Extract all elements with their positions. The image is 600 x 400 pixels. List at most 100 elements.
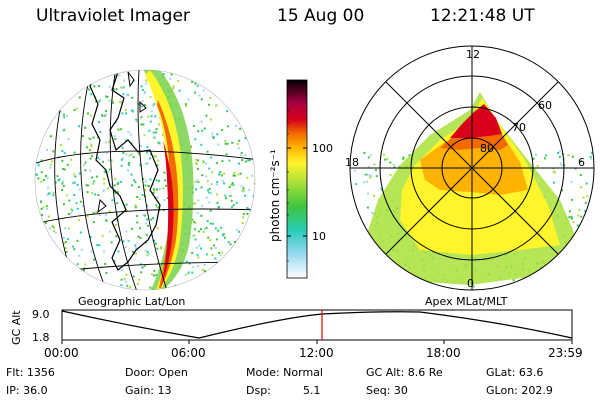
- noise-pixel: [91, 176, 94, 179]
- noise-pixel: [373, 163, 376, 166]
- noise-pixel: [242, 216, 245, 219]
- noise-pixel: [200, 186, 203, 189]
- info-gcalt: GC Alt: 8.6 Re: [366, 366, 443, 379]
- noise-pixel: [198, 244, 201, 247]
- noise-pixel: [242, 190, 245, 193]
- instrument-title: Ultraviolet Imager: [36, 6, 190, 26]
- noise-pixel: [232, 184, 235, 186]
- noise-pixel: [108, 99, 111, 102]
- noise-pixel: [208, 187, 211, 190]
- noise-pixel: [84, 263, 87, 266]
- noise-pixel: [367, 165, 370, 168]
- noise-pixel: [225, 197, 227, 200]
- noise-pixel: [93, 258, 95, 261]
- noise-pixel: [154, 115, 157, 118]
- noise-pixel: [78, 125, 80, 128]
- noise-pixel: [64, 227, 66, 230]
- noise-pixel: [584, 210, 587, 213]
- noise-pixel: [244, 154, 247, 157]
- noise-pixel: [122, 157, 124, 160]
- noise-pixel: [154, 242, 157, 245]
- noise-pixel: [90, 250, 93, 253]
- noise-pixel: [220, 251, 223, 254]
- noise-pixel: [373, 194, 375, 197]
- noise-pixel: [153, 269, 156, 272]
- noise-pixel: [244, 160, 247, 163]
- noise-pixel: [80, 248, 83, 251]
- noise-pixel: [104, 262, 107, 265]
- noise-pixel: [74, 175, 77, 178]
- noise-pixel: [238, 162, 240, 165]
- noise-pixel: [213, 244, 216, 247]
- noise-pixel: [88, 149, 91, 152]
- noise-pixel: [115, 223, 118, 226]
- noise-pixel: [240, 185, 243, 188]
- noise-pixel: [76, 239, 79, 242]
- noise-pixel: [62, 185, 65, 187]
- noise-pixel: [552, 181, 555, 184]
- noise-pixel: [61, 180, 64, 183]
- auroral-oval-peak: [162, 140, 174, 284]
- noise-pixel: [192, 235, 195, 238]
- noise-pixel: [240, 154, 243, 157]
- noise-pixel: [559, 162, 562, 165]
- noise-pixel: [536, 164, 539, 167]
- noise-pixel: [146, 162, 149, 165]
- noise-pixel: [512, 279, 515, 282]
- polar-plot: 12 18 6 0 60 70 80: [345, 45, 595, 291]
- noise-pixel: [206, 220, 209, 222]
- noise-pixel: [132, 275, 135, 278]
- noise-pixel: [46, 193, 49, 196]
- noise-pixel: [135, 120, 138, 123]
- noise-pixel: [229, 243, 232, 246]
- noise-pixel: [138, 103, 141, 106]
- noise-pixel: [200, 143, 203, 146]
- noise-pixel: [354, 169, 356, 172]
- noise-pixel: [228, 159, 231, 162]
- noise-pixel: [241, 189, 244, 192]
- noise-pixel: [125, 273, 128, 276]
- geographic-map: [34, 69, 256, 291]
- noise-pixel: [571, 155, 574, 158]
- noise-pixel: [87, 184, 89, 187]
- noise-pixel: [552, 167, 555, 170]
- noise-pixel: [113, 184, 116, 187]
- noise-pixel: [203, 264, 206, 266]
- noise-pixel: [211, 254, 214, 256]
- noise-pixel: [130, 173, 133, 176]
- timeseries-ylabel: GC Alt: [10, 310, 23, 345]
- noise-pixel: [224, 142, 227, 145]
- noise-pixel: [368, 174, 371, 177]
- noise-pixel: [149, 96, 152, 99]
- noise-pixel: [222, 233, 225, 236]
- noise-pixel: [217, 143, 220, 146]
- noise-pixel: [82, 269, 85, 272]
- noise-pixel: [99, 214, 102, 217]
- noise-pixel: [116, 202, 119, 205]
- noise-pixel: [102, 160, 104, 163]
- noise-pixel: [226, 125, 229, 128]
- noise-pixel: [114, 138, 117, 140]
- noise-pixel: [201, 174, 204, 177]
- noise-pixel: [111, 199, 114, 202]
- noise-pixel: [104, 213, 107, 216]
- noise-pixel: [145, 241, 148, 244]
- xtick-0000: 00:00: [44, 346, 79, 360]
- noise-pixel: [402, 156, 405, 159]
- noise-pixel: [567, 154, 570, 157]
- noise-pixel: [85, 146, 88, 149]
- noise-pixel: [115, 235, 118, 238]
- noise-pixel: [150, 115, 153, 118]
- noise-pixel: [219, 171, 222, 174]
- noise-pixel: [134, 181, 137, 184]
- colorbar-gradient: [287, 80, 307, 278]
- noise-pixel: [61, 159, 64, 162]
- noise-pixel: [187, 98, 190, 101]
- noise-pixel: [139, 227, 142, 230]
- noise-pixel: [94, 193, 96, 196]
- noise-pixel: [248, 159, 251, 162]
- noise-pixel: [103, 177, 105, 180]
- info-gain: Gain: 13: [125, 384, 172, 397]
- noise-pixel: [147, 115, 150, 118]
- noise-pixel: [205, 226, 208, 229]
